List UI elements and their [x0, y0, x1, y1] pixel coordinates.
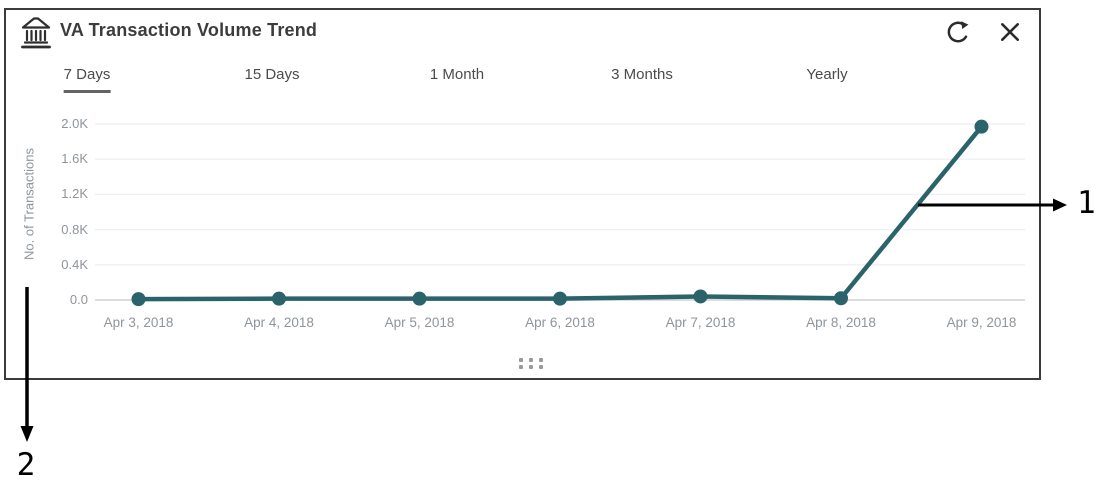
x-axis-label: Apr 8, 2018 [806, 315, 876, 330]
tab-1-month[interactable]: 1 Month [429, 66, 485, 83]
data-point [131, 292, 146, 307]
annotation-label-1: 1 [1077, 185, 1096, 221]
data-point [974, 119, 989, 134]
annotation-label-2: 2 [16, 447, 36, 483]
drag-handle[interactable] [519, 358, 543, 369]
y-tick-label: 1.6K [61, 151, 88, 167]
data-point [412, 291, 427, 306]
tab-yearly[interactable]: Yearly [806, 66, 848, 83]
x-axis-label: Apr 5, 2018 [384, 315, 455, 330]
refresh-button[interactable] [944, 18, 972, 46]
y-tick-label: 0.0 [69, 292, 88, 307]
data-point [272, 291, 286, 306]
x-axis-label: Apr 9, 2018 [946, 315, 1017, 330]
y-tick-label: 2.0K [61, 116, 88, 131]
series-line [136, 124, 984, 302]
tab-7-days[interactable]: 7 Days [63, 66, 111, 93]
y-tick-label: 0.4K [61, 256, 88, 272]
line-chart [95, 119, 1025, 307]
data-point [553, 291, 567, 306]
transaction-volume-panel: VA Transaction Volume Trend 7 Days 15 Da… [4, 8, 1041, 380]
x-axis-label: Apr 7, 2018 [665, 315, 736, 330]
x-axis-label: Apr 6, 2018 [525, 315, 595, 330]
x-axis-label: Apr 3, 2018 [103, 315, 174, 330]
tab-3-months[interactable]: 3 Months [611, 66, 673, 83]
data-point [693, 289, 708, 304]
x-axis-label: Apr 4, 2018 [244, 315, 314, 330]
time-range-tabs: 7 Days 15 Days 1 Month 3 Months Yearly [6, 66, 1039, 100]
data-point [834, 291, 848, 306]
close-icon[interactable] [998, 20, 1022, 44]
y-tick-label: 1.2K [61, 186, 88, 202]
bank-building-icon [18, 14, 54, 52]
panel-title: VA Transaction Volume Trend [60, 20, 318, 40]
y-tick-label: 0.8K [61, 221, 88, 237]
chart-area: No. of Transactions 0.0 0.4K 0.8K 1.2K 1.6K 2… [4, 8, 1041, 380]
tab-15-days[interactable]: 15 Days [244, 66, 300, 83]
